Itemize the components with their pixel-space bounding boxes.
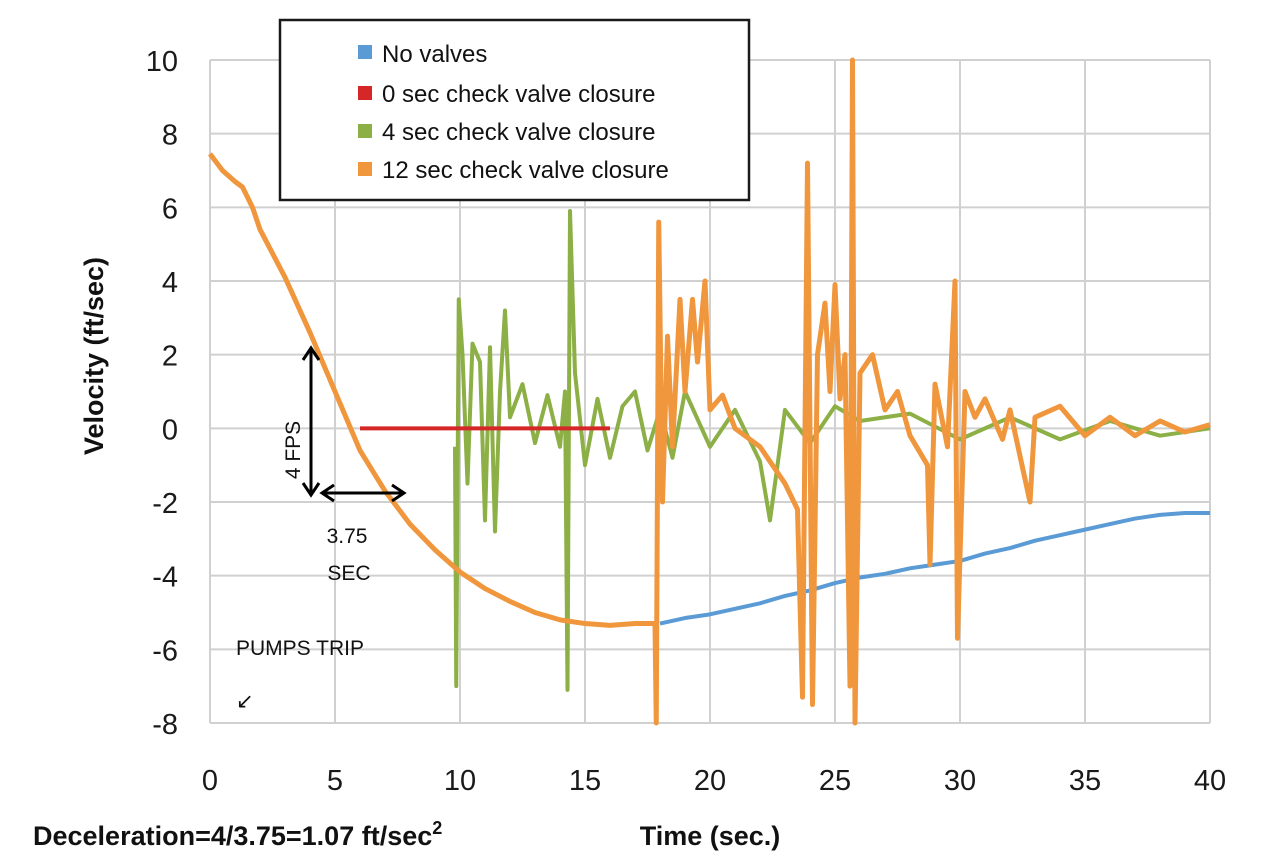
- y-tick-label--8: -8: [152, 709, 178, 741]
- fps-arrowhead-bottom: [301, 482, 321, 498]
- legend-swatch-0-sec: [358, 86, 372, 100]
- legend: No valves 0 sec check valve closure 4 se…: [278, 18, 751, 202]
- x-tick-label-25: 25: [819, 765, 851, 797]
- series-line-4-sec-check-valve-closure: [453, 209, 1211, 692]
- pumps-trip-arrow-icon: ↙: [236, 690, 254, 713]
- y-tick-label--4: -4: [152, 562, 178, 594]
- series-lines: [208, 57, 1211, 726]
- pumps-trip-label: PUMPS TRIP: [236, 637, 364, 660]
- legend-label-4-sec: 4 sec check valve closure: [382, 119, 655, 146]
- sec-value-label: 3.75: [327, 525, 368, 548]
- x-tick-label-35: 35: [1069, 765, 1101, 797]
- legend-swatch-no-valves: [358, 45, 372, 59]
- fps-label: 4 FPS: [282, 421, 305, 479]
- legend-swatch-4-sec: [358, 124, 372, 138]
- tick-labels: 0 5 10 15 20 25 30 35 40 -8 -6 -4 -2 0 2 4 6 8 10: [146, 46, 1226, 797]
- deceleration-note: Deceleration=4/3.75=1.07 ft/sec2: [33, 818, 442, 851]
- x-tick-label-10: 10: [444, 765, 476, 797]
- sec-arrowhead-right: [391, 483, 407, 503]
- legend-swatch-12-sec: [358, 162, 372, 176]
- series-line-12-sec-check-valve-closure: [208, 57, 1211, 726]
- x-tick-label-5: 5: [327, 765, 343, 797]
- series-line-no-valves: [659, 511, 1210, 626]
- sec-arrowhead-left: [319, 483, 335, 503]
- y-tick-label-6: 6: [162, 193, 178, 225]
- legend-label-no-valves: No valves: [382, 41, 487, 68]
- x-tick-label-20: 20: [694, 765, 726, 797]
- sec-unit-label: SEC: [327, 562, 370, 585]
- y-tick-label-8: 8: [162, 120, 178, 152]
- x-tick-label-15: 15: [569, 765, 601, 797]
- x-axis-title: Time (sec.): [640, 821, 781, 851]
- y-tick-label-4: 4: [162, 267, 178, 299]
- legend-label-12-sec: 12 sec check valve closure: [382, 157, 669, 184]
- y-tick-label-10: 10: [146, 46, 178, 78]
- x-tick-label-40: 40: [1194, 765, 1226, 797]
- fps-arrowhead-top: [301, 345, 321, 361]
- y-axis-title: Velocity (ft/sec): [79, 257, 109, 455]
- deceleration-main: Deceleration=4/3.75=1.07 ft/sec: [33, 821, 432, 851]
- y-tick-label--6: -6: [152, 635, 178, 667]
- x-tick-label-30: 30: [944, 765, 976, 797]
- y-tick-label-2: 2: [162, 341, 178, 373]
- y-tick-label-0: 0: [162, 414, 178, 446]
- x-tick-label-0: 0: [202, 765, 218, 797]
- deceleration-superscript: 2: [432, 818, 442, 838]
- y-tick-label--2: -2: [152, 488, 178, 520]
- annotation-arrows: [301, 345, 407, 503]
- legend-label-0-sec: 0 sec check valve closure: [382, 81, 655, 108]
